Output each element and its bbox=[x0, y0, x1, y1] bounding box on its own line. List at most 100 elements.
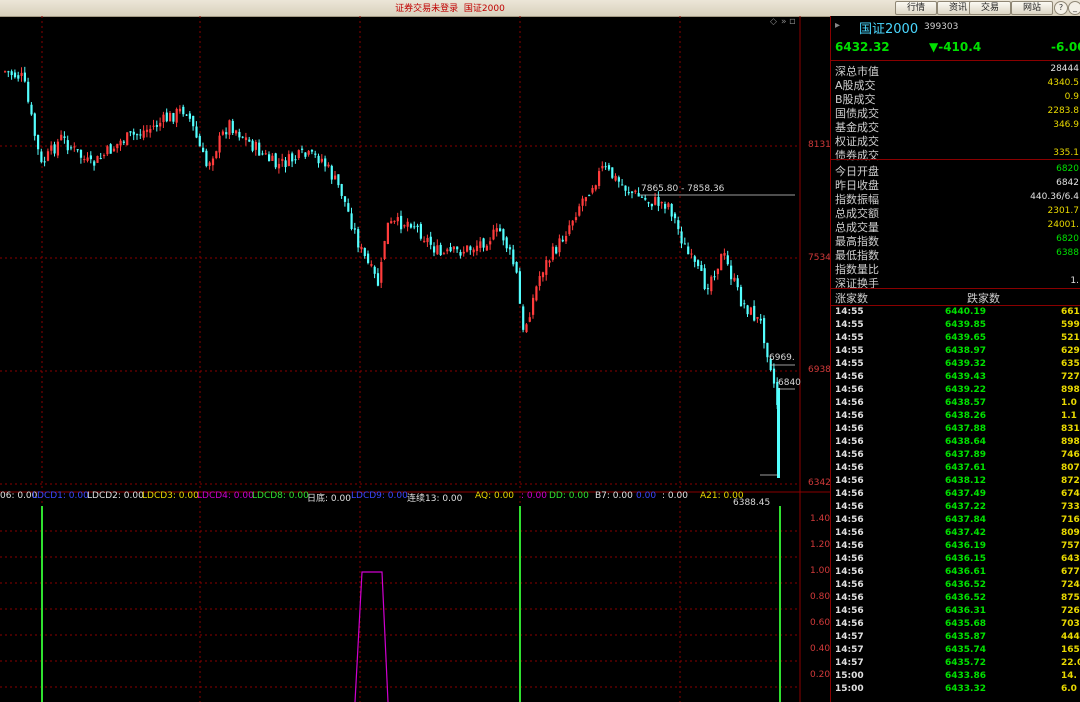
candle-body bbox=[258, 142, 261, 156]
website-button[interactable]: 网站 bbox=[1011, 1, 1053, 15]
tick-row[interactable]: 14:56 6436.61 677 bbox=[831, 567, 1080, 580]
tick-row[interactable]: 14:56 6436.31 726 bbox=[831, 606, 1080, 619]
candle-body bbox=[419, 224, 422, 239]
tick-volume: 898 bbox=[1061, 437, 1080, 447]
stat-row: 深证换手 1. bbox=[831, 275, 1080, 290]
tick-row[interactable]: 14:55 6438.97 629 bbox=[831, 346, 1080, 359]
indicator-label: B7: 0.00 bbox=[595, 491, 633, 501]
trade-button[interactable]: 交易 bbox=[969, 1, 1011, 15]
candle-body bbox=[528, 317, 531, 322]
tick-volume: 809 bbox=[1061, 528, 1080, 538]
candle-body bbox=[360, 247, 363, 250]
candle-body bbox=[185, 114, 188, 116]
candle-body bbox=[650, 203, 653, 207]
stat-value: 24001. bbox=[1047, 220, 1080, 230]
tick-row[interactable]: 14:56 6438.26 1.1 bbox=[831, 411, 1080, 424]
tick-row[interactable]: 14:56 6438.12 872 bbox=[831, 476, 1080, 489]
tick-volume: 521 bbox=[1061, 333, 1080, 343]
tick-row[interactable]: 14:57 6435.74 165 bbox=[831, 645, 1080, 658]
candle-body bbox=[456, 246, 459, 250]
candle-body bbox=[96, 156, 99, 163]
candle-body bbox=[508, 247, 512, 250]
tick-price: 6436.19 bbox=[945, 541, 986, 551]
window-title: 证券交易未登录 国证2000 bbox=[395, 4, 505, 14]
price-axis-label: 8131 bbox=[808, 140, 831, 150]
candle-body bbox=[70, 147, 73, 149]
tick-row[interactable]: 14:55 6439.65 521 bbox=[831, 333, 1080, 346]
candle-body bbox=[79, 149, 83, 158]
tick-row[interactable]: 14:56 6439.43 727 bbox=[831, 372, 1080, 385]
candle-body bbox=[551, 246, 554, 260]
quotes-button[interactable]: 行情 bbox=[895, 1, 937, 15]
stat-label: 总成交量 bbox=[835, 221, 879, 234]
candle-body bbox=[334, 175, 337, 180]
tick-time: 14:56 bbox=[835, 528, 864, 538]
stat-row: 基金成交 346.9 bbox=[831, 119, 1080, 134]
tick-row[interactable]: 14:55 6439.85 599 bbox=[831, 320, 1080, 333]
tick-row[interactable]: 14:56 6437.22 733 bbox=[831, 502, 1080, 515]
candle-body bbox=[205, 150, 208, 166]
candle-body bbox=[680, 231, 683, 244]
tick-row[interactable]: 14:56 6437.89 746 bbox=[831, 450, 1080, 463]
tick-row[interactable]: 14:56 6438.57 1.0 bbox=[831, 398, 1080, 411]
tick-row[interactable]: 14:56 6436.19 757 bbox=[831, 541, 1080, 554]
candle-body bbox=[667, 203, 670, 208]
maximize-icon[interactable]: ▫ bbox=[789, 16, 796, 27]
tick-row[interactable]: 14:56 6436.52 724 bbox=[831, 580, 1080, 593]
candle-body bbox=[27, 81, 30, 102]
kline-chart[interactable]: 8131 7534 6938 6342 1.40 1.20 1.00 0.80 … bbox=[0, 16, 831, 702]
stat-label: 基金成交 bbox=[835, 121, 879, 134]
diamond-icon[interactable]: ◇ bbox=[770, 17, 777, 27]
tick-row[interactable]: 14:56 6437.49 674 bbox=[831, 489, 1080, 502]
tick-row[interactable]: 14:56 6436.52 875 bbox=[831, 593, 1080, 606]
quote-panel: ▸ 国证2000 399303 6432.32 ▼-410.4 -6.00 深总… bbox=[830, 16, 1080, 702]
stat-label: 指数振幅 bbox=[835, 193, 879, 206]
candle-body bbox=[264, 153, 267, 155]
chart-canvas[interactable] bbox=[0, 16, 830, 702]
tick-time: 14:55 bbox=[835, 307, 864, 317]
help-icon[interactable]: ? bbox=[1054, 1, 1068, 15]
indicator-label: 06: 0.00 bbox=[0, 491, 38, 501]
tick-row[interactable]: 14:55 6440.19 661 bbox=[831, 307, 1080, 320]
candle-body bbox=[142, 130, 145, 138]
tick-time: 14:56 bbox=[835, 411, 864, 421]
price-change-percent: -6.00 bbox=[1051, 40, 1080, 54]
candle-body bbox=[644, 197, 647, 200]
candle-body bbox=[284, 160, 287, 168]
candle-body bbox=[568, 225, 571, 235]
candle-body bbox=[660, 202, 663, 204]
tick-row[interactable]: 14:56 6435.68 703 bbox=[831, 619, 1080, 632]
candle-body bbox=[347, 203, 350, 212]
tick-row[interactable]: 14:57 6435.87 444 bbox=[831, 632, 1080, 645]
minimize-icon[interactable]: _ bbox=[1068, 1, 1080, 15]
stat-label: 债券成交 bbox=[835, 149, 879, 162]
tick-row[interactable]: 14:56 6437.88 831 bbox=[831, 424, 1080, 437]
indicator-label: 日底: 0.00 bbox=[307, 494, 351, 504]
candle-body bbox=[693, 256, 696, 262]
tick-volume: 724 bbox=[1061, 580, 1080, 590]
tick-row[interactable]: 15:00 6433.32 6.0 bbox=[831, 684, 1080, 697]
candle-body bbox=[145, 129, 149, 132]
candle-body bbox=[178, 108, 182, 112]
tick-volume: 898 bbox=[1061, 385, 1080, 395]
indicator-label: 0.00 bbox=[636, 491, 657, 501]
tick-row[interactable]: 14:56 6438.64 898 bbox=[831, 437, 1080, 450]
candle-body bbox=[654, 197, 657, 205]
tick-row[interactable]: 14:56 6439.22 898 bbox=[831, 385, 1080, 398]
tick-price: 6440.19 bbox=[945, 307, 986, 317]
price-axis-label: 7534 bbox=[808, 253, 831, 263]
price-change: ▼-410.4 bbox=[929, 40, 982, 54]
indicator-label: LDCD3: 0.00 bbox=[142, 491, 199, 501]
tick-row[interactable]: 15:00 6433.86 14. bbox=[831, 671, 1080, 684]
tick-row[interactable]: 14:56 6437.84 716 bbox=[831, 515, 1080, 528]
tick-row[interactable]: 14:56 6437.42 809 bbox=[831, 528, 1080, 541]
tick-row[interactable]: 14:56 6437.61 807 bbox=[831, 463, 1080, 476]
tick-row[interactable]: 14:56 6436.15 643 bbox=[831, 554, 1080, 567]
chevron-double-icon[interactable]: » bbox=[781, 17, 787, 27]
tick-row[interactable]: 14:57 6435.72 22.0 bbox=[831, 658, 1080, 671]
candle-body bbox=[195, 126, 198, 138]
menu-icon[interactable]: ▸ bbox=[835, 20, 841, 31]
tick-time: 14:57 bbox=[835, 658, 864, 668]
tick-price: 6435.74 bbox=[945, 645, 986, 655]
tick-row[interactable]: 14:55 6439.32 635 bbox=[831, 359, 1080, 372]
